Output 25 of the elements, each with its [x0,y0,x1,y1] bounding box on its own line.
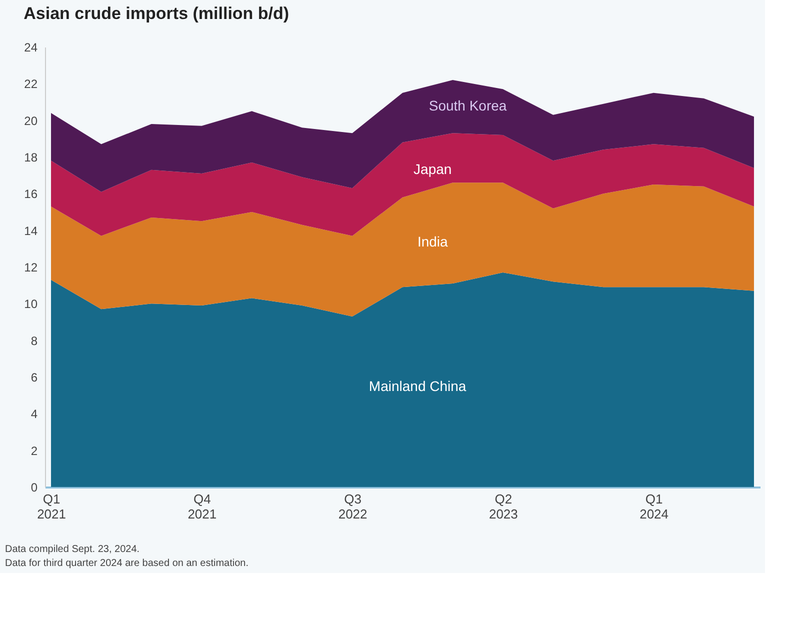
x-tick-label: Q1 2021 [37,492,66,522]
y-tick-label: 24 [24,40,38,54]
x-tick-label: Q4 2021 [188,492,217,522]
y-tick-label: 18 [24,150,38,164]
series-label: Japan [414,160,452,177]
series-label: India [417,233,448,250]
x-tick-label: Q3 2022 [338,492,368,522]
y-tick-label: 20 [24,114,38,128]
x-tick-label: Q2 2023 [488,492,518,522]
y-tick-label: 16 [24,187,38,202]
series-label: Mainland China [368,378,466,394]
series-label: South Korea [428,98,507,114]
y-tick-label: 0 [30,480,38,494]
x-tick-label: Q1 2024 [640,492,669,522]
y-tick-label: 22 [24,77,38,92]
y-tick-label: 10 [24,297,38,312]
y-tick-label: 6 [30,370,38,384]
y-tick-label: 14 [24,224,38,238]
text: Data for third quarter 2024 are based on an estimation. [5,558,248,569]
y-tick-label: 2 [30,444,38,458]
y-tick-label: 4 [30,407,38,422]
y-tick-label: 12 [24,260,38,274]
text: Data compiled Sept. 23, 2024. [5,544,140,555]
chart-title: Asian crude imports (million b/d) [24,4,290,23]
y-tick-label: 8 [30,334,38,348]
